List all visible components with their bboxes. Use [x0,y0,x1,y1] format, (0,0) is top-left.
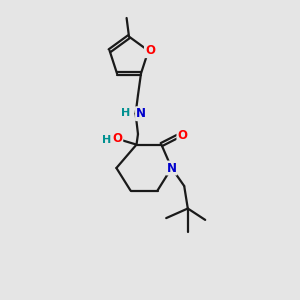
Text: O: O [177,129,188,142]
Text: H: H [103,135,112,146]
Text: N: N [136,107,146,120]
Text: O: O [145,44,155,57]
Text: O: O [112,132,122,146]
Text: N: N [167,161,177,175]
Text: H: H [122,107,130,118]
